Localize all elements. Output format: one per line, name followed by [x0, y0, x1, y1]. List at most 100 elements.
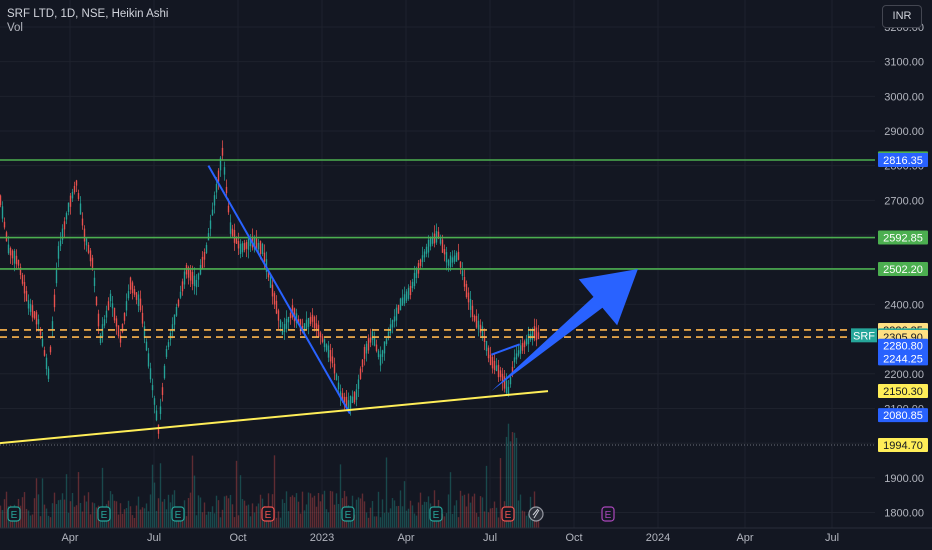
volume-bar	[367, 517, 370, 528]
volume-bar	[45, 508, 48, 528]
volume-bar	[319, 501, 322, 528]
volume-bar	[471, 496, 474, 528]
candle-body	[351, 396, 354, 403]
volume-bar	[371, 501, 374, 528]
candle-body	[303, 323, 306, 330]
volume-bar	[71, 492, 74, 528]
candle-body	[487, 347, 490, 359]
volume-bar	[281, 499, 284, 528]
volume-bar	[25, 508, 28, 528]
candle-body	[279, 320, 282, 328]
time-tick-label: Jul	[483, 532, 497, 544]
volume-bar	[369, 507, 372, 528]
volume-bar	[317, 492, 320, 528]
candle-body	[347, 400, 350, 410]
volume-bar	[525, 515, 528, 528]
candle-body	[271, 284, 274, 297]
candle-body	[41, 338, 44, 347]
earnings-marker-label: E	[433, 510, 440, 521]
volume-bar	[129, 506, 132, 528]
volume-bar	[153, 482, 156, 528]
candle-body	[63, 221, 66, 230]
currency-button[interactable]: INR	[882, 5, 922, 28]
price-label-bg	[878, 153, 928, 168]
candle-body	[91, 257, 94, 268]
volume-bar	[231, 504, 234, 528]
volume-bar	[81, 511, 84, 528]
candle-body	[181, 281, 184, 292]
volume-bar	[423, 501, 426, 528]
candle-body	[231, 228, 234, 236]
candle-body	[267, 270, 270, 278]
candle-body	[163, 365, 166, 379]
candle-body	[287, 317, 290, 323]
candle-body	[381, 350, 384, 357]
volume-bar	[379, 517, 382, 528]
candle-body	[129, 277, 132, 290]
candle-body	[255, 238, 258, 252]
volume-bar	[63, 499, 66, 528]
volume-bar	[323, 490, 326, 528]
volume-bar	[339, 464, 342, 528]
candle-body	[179, 291, 182, 298]
candle-body	[465, 283, 468, 298]
candle-body	[233, 230, 236, 243]
candle-body	[87, 244, 90, 253]
candle-body	[349, 396, 352, 409]
candle-body	[43, 350, 46, 356]
candle-body	[47, 368, 50, 379]
volume-bar	[407, 508, 410, 528]
volume-bar	[47, 515, 50, 528]
volume-bar	[3, 499, 6, 528]
candle-body	[203, 252, 206, 260]
candle-body	[525, 338, 528, 345]
volume-bar	[91, 502, 94, 528]
volume-bar	[255, 506, 258, 528]
earnings-marker-label: E	[265, 510, 272, 521]
candle-body	[339, 391, 342, 398]
dividend-glyph	[532, 508, 540, 519]
volume-bar	[237, 515, 240, 528]
candle-body	[183, 271, 186, 285]
candle-body	[413, 272, 416, 287]
candle-body	[261, 243, 264, 254]
candle-body	[17, 259, 20, 266]
volume-bar	[517, 500, 520, 528]
candle-body	[421, 255, 424, 262]
volume-bar	[35, 478, 38, 528]
candle-body	[311, 314, 314, 322]
candle-body	[453, 255, 456, 262]
volume-bar	[381, 499, 384, 528]
volume-bar	[493, 501, 496, 528]
volume-bar	[169, 502, 172, 528]
candle-body	[521, 343, 524, 351]
volume-bar	[361, 493, 364, 528]
volume-bar	[251, 503, 254, 528]
volume-bar	[1, 510, 4, 528]
candle-body	[451, 257, 454, 263]
candle-body	[109, 293, 112, 302]
volume-bar	[473, 493, 476, 528]
candle-body	[403, 294, 406, 304]
volume-bar	[443, 516, 446, 528]
candle-body	[83, 228, 86, 242]
volume-bar	[527, 513, 530, 528]
price-label: 2080.85	[883, 410, 923, 422]
candle-body	[321, 336, 324, 342]
volume-bar	[239, 475, 242, 528]
candle-body	[59, 240, 62, 247]
candle-body	[75, 180, 78, 186]
volume-bar	[291, 495, 294, 528]
volume-bar	[241, 499, 244, 528]
earnings-marker	[7, 506, 21, 522]
volume-bar	[359, 498, 362, 528]
volume-bar	[79, 502, 82, 528]
volume-bar	[283, 502, 286, 528]
trendline-downtrend	[207, 165, 351, 415]
candle-body	[423, 251, 426, 258]
volume-bar	[131, 515, 134, 528]
candle-body	[113, 307, 116, 321]
candle-body	[385, 338, 388, 344]
candle-body	[341, 393, 344, 402]
